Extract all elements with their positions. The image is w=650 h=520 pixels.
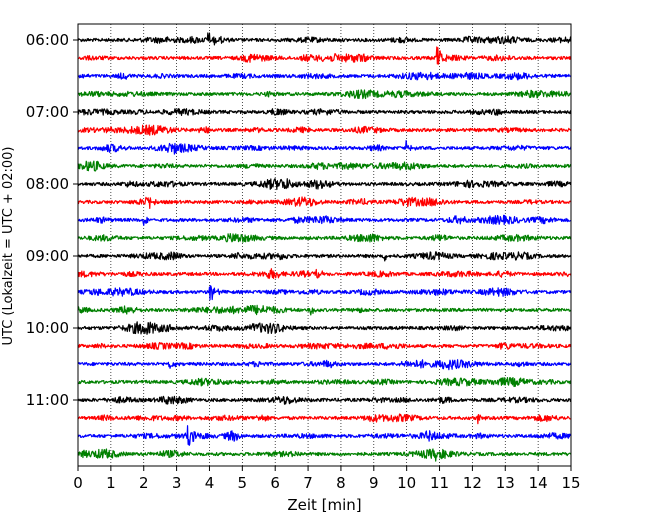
seismic-trace-1100 <box>77 395 572 405</box>
seismic-trace-0800 <box>77 178 572 191</box>
plot-frame <box>77 23 572 467</box>
x-axis-label: Zeit [min] <box>287 496 361 514</box>
x-tick-label: 12 <box>463 474 482 492</box>
seismic-trace-1115 <box>77 413 572 425</box>
seismic-trace-0900 <box>77 251 572 262</box>
seismic-trace-1000 <box>77 321 572 335</box>
seismic-trace-0730 <box>77 140 572 155</box>
seismic-trace-0715 <box>77 124 572 136</box>
x-tick-label: 4 <box>205 474 215 492</box>
y-axis-ticks: 06:00 07:00 08:00 09:00 10:00 11:00 <box>26 31 78 409</box>
x-tick-label: 6 <box>270 474 280 492</box>
seismic-trace-0945 <box>77 304 572 316</box>
y-tick-label: 11:00 <box>26 391 69 409</box>
x-tick-label: 1 <box>106 474 116 492</box>
seismic-trace-0600 <box>77 32 572 46</box>
y-axis-label: UTC (Lokalzeit = UTC + 02:00) <box>1 147 16 346</box>
seismic-traces <box>77 32 572 462</box>
x-tick-label: 3 <box>172 474 182 492</box>
seismic-trace-1030 <box>77 359 572 371</box>
x-tick-label: 11 <box>430 474 449 492</box>
seismic-trace-0645 <box>77 89 572 100</box>
seismic-trace-1130 <box>77 425 572 446</box>
seismic-trace-0930 <box>77 285 572 301</box>
x-tick-label: 8 <box>336 474 346 492</box>
seismic-trace-0915 <box>77 268 572 280</box>
seismic-trace-0830 <box>77 214 572 226</box>
seismic-trace-0630 <box>77 71 572 81</box>
seismic-trace-1145 <box>77 448 572 462</box>
seismic-trace-0615 <box>77 46 572 65</box>
x-tick-label: 7 <box>303 474 313 492</box>
seismic-trace-0845 <box>77 232 572 243</box>
y-tick-label: 10:00 <box>26 319 69 337</box>
y-tick-label: 06:00 <box>26 31 69 49</box>
seismic-trace-0815 <box>77 196 572 210</box>
seismic-trace-0745 <box>77 160 572 172</box>
y-tick-label: 09:00 <box>26 247 69 265</box>
x-tick-label: 14 <box>529 474 548 492</box>
x-tick-label: 15 <box>561 474 580 492</box>
x-tick-label: 0 <box>73 474 83 492</box>
seismic-trace-0700 <box>77 107 572 116</box>
x-tick-label: 10 <box>397 474 416 492</box>
seismic-trace-1015 <box>77 341 572 350</box>
y-tick-label: 08:00 <box>26 175 69 193</box>
x-tick-label: 9 <box>369 474 379 492</box>
x-tick-label: 2 <box>139 474 149 492</box>
seismic-trace-1045 <box>77 377 572 388</box>
y-tick-label: 07:00 <box>26 103 69 121</box>
x-tick-label: 5 <box>238 474 248 492</box>
x-tick-label: 13 <box>496 474 515 492</box>
x-axis-ticks: 0 1 2 3 4 5 6 7 8 9 10 11 12 13 14 15 <box>73 466 581 492</box>
